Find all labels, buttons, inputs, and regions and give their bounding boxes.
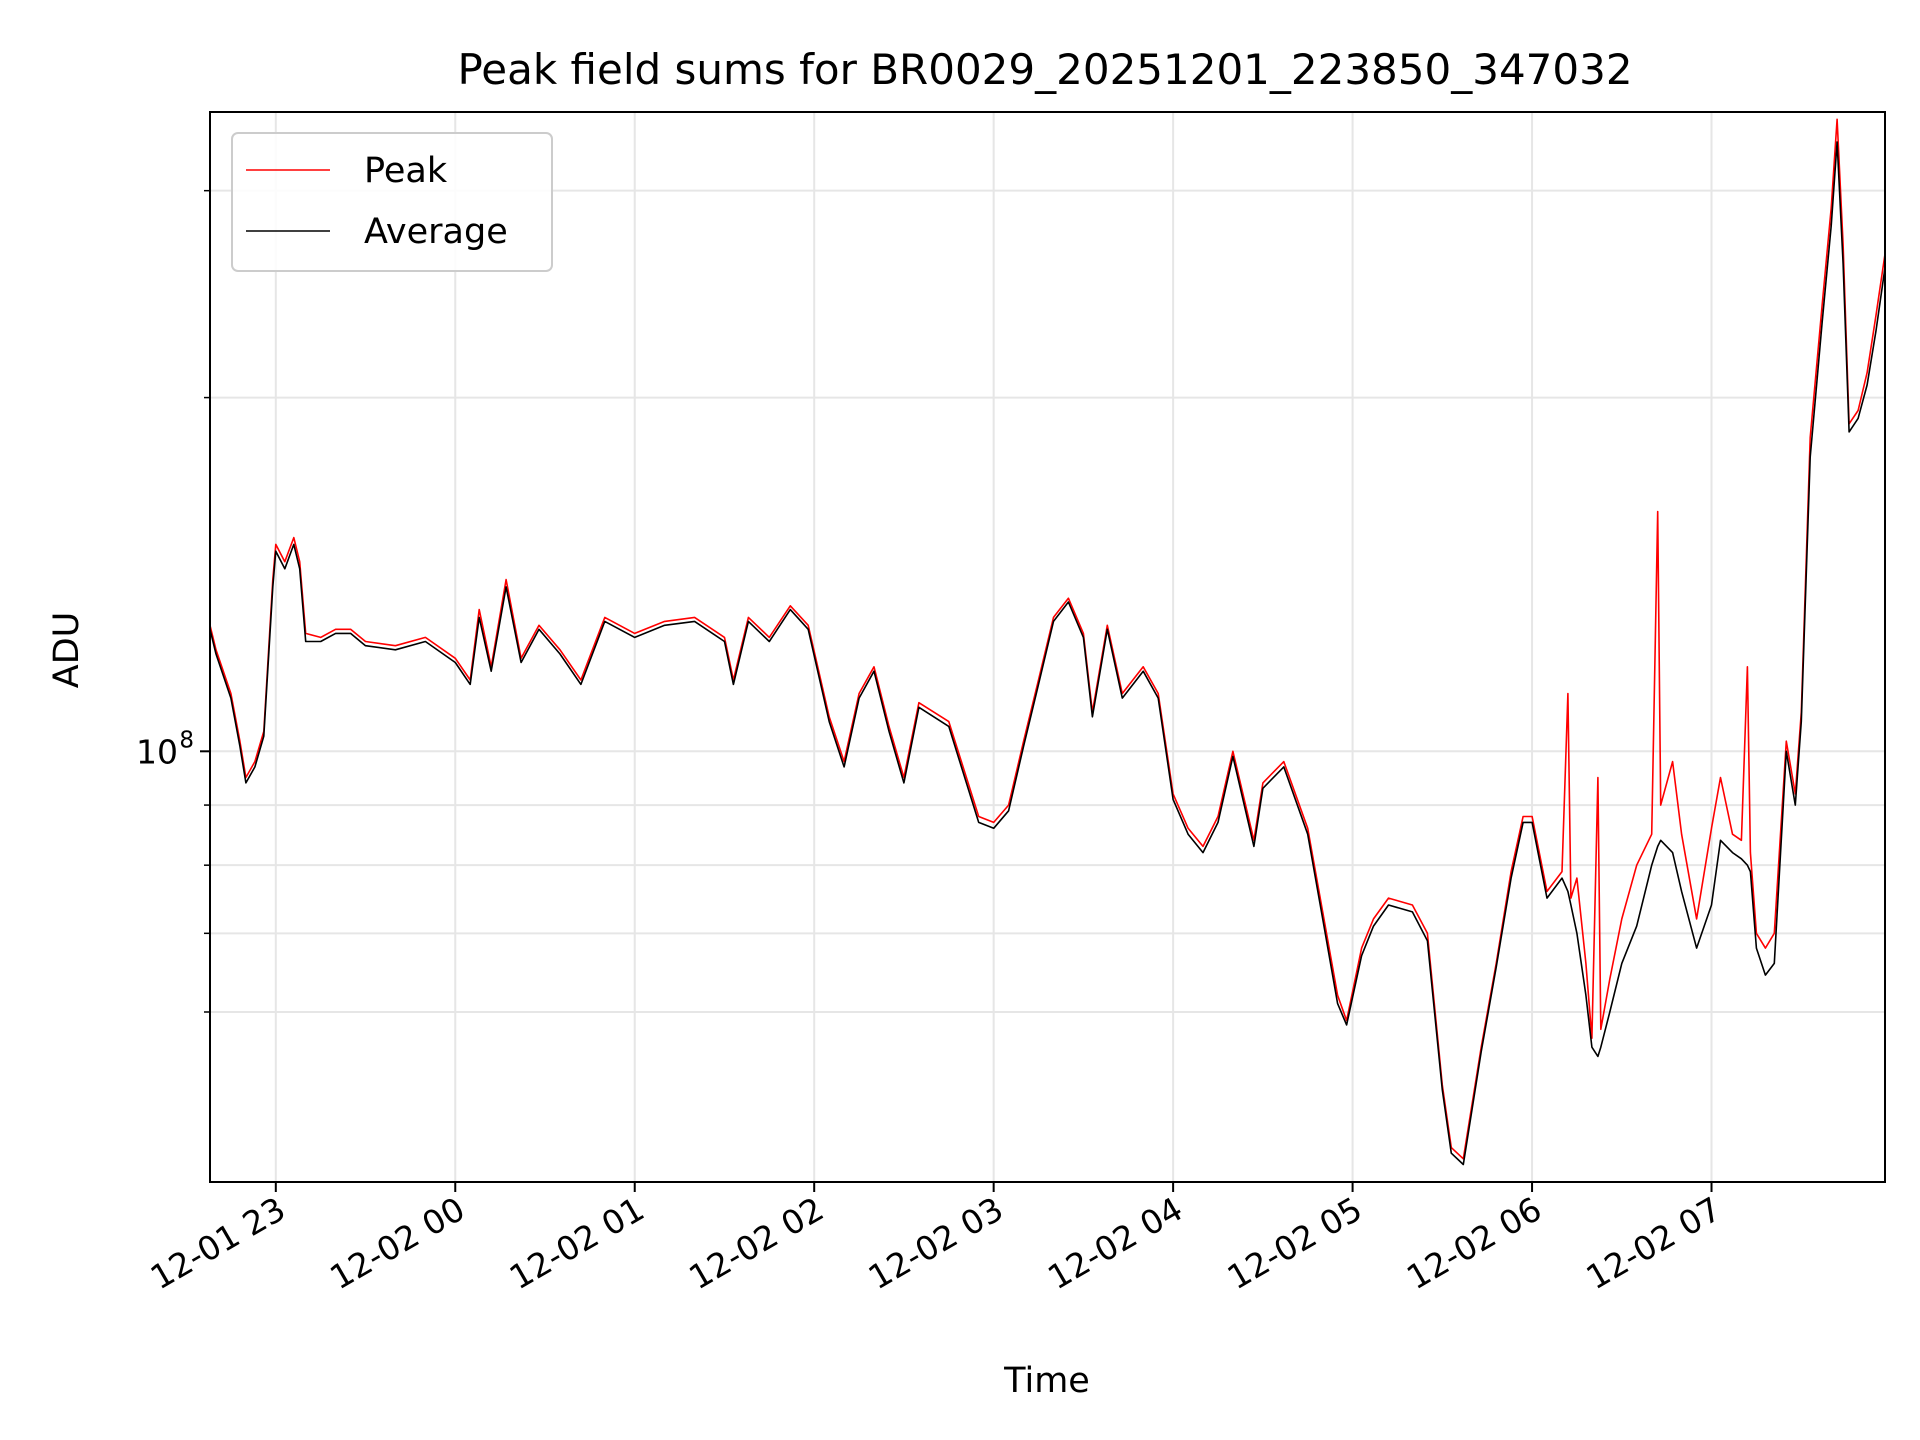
y-tick-label: 10: [136, 732, 178, 771]
grid: [210, 112, 1885, 1182]
axis-ticks: 12-01 23 12-02 00 12-02 01 12-02 02 12-02 03…: [136, 189, 1728, 1297]
plot-frame: [209, 111, 1886, 1183]
x-tick-label: 12-02 02: [682, 1189, 830, 1297]
series-line-peak: [209, 118, 1886, 1160]
x-tick-label: 12-02 01: [503, 1189, 651, 1297]
x-tick-label: 12-02 05: [1221, 1189, 1369, 1297]
x-tick-label: 12-02 04: [1041, 1189, 1189, 1297]
legend-label-peak: Peak: [364, 151, 448, 191]
legend-label-average: Average: [364, 212, 508, 252]
y-axis-label: ADU: [47, 612, 87, 689]
legend-box: [231, 132, 553, 272]
x-tick-label: 12-02 03: [862, 1189, 1010, 1297]
series-line-average: [209, 141, 1886, 1166]
legend: Peak Average: [231, 132, 553, 272]
chart-title: Peak field sums for BR0029_20251201_2238…: [457, 45, 1632, 94]
x-tick-label: 12-02 00: [323, 1189, 471, 1297]
y-tick-exponent: 8: [179, 727, 194, 753]
x-axis-label: Time: [1003, 1361, 1090, 1401]
x-tick-label: 12-02 07: [1580, 1189, 1728, 1297]
x-tick-label: 12-01 23: [144, 1189, 292, 1297]
x-tick-label: 12-02 06: [1400, 1189, 1548, 1297]
series-group: [209, 118, 1886, 1166]
